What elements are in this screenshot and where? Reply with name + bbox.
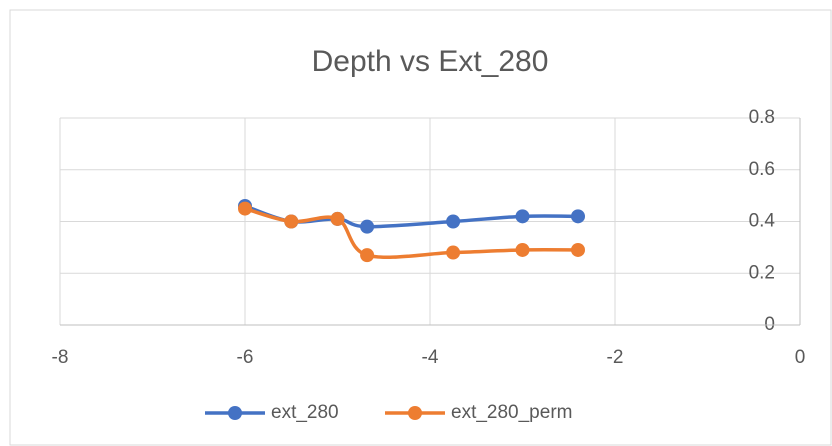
data-point: [360, 248, 375, 263]
x-tick-label: -4: [422, 347, 439, 368]
data-point: [284, 214, 299, 229]
y-tick-label: 0.4: [749, 211, 776, 232]
data-point: [571, 209, 585, 224]
data-point: [446, 245, 461, 260]
y-tick-label: 0.2: [749, 262, 775, 283]
y-tick-label: 0.8: [749, 107, 775, 128]
data-point: [515, 209, 530, 224]
x-tick-label: -2: [607, 347, 624, 368]
data-point: [360, 219, 375, 234]
data-point: [238, 201, 252, 216]
x-tick-label: -8: [52, 347, 69, 368]
data-point: [446, 214, 461, 229]
chart-title: Depth vs Ext_280: [312, 45, 549, 78]
data-point: [515, 242, 530, 257]
x-tick-label: -6: [237, 347, 254, 368]
legend-marker: [408, 406, 422, 420]
x-tick-label: 0: [795, 347, 806, 368]
data-point: [571, 242, 585, 257]
legend-label: ext_280_perm: [451, 402, 572, 423]
legend-label: ext_280: [271, 402, 339, 423]
legend-marker: [228, 406, 242, 420]
y-tick-label: 0.6: [749, 159, 775, 180]
chart-frame: [9, 9, 832, 446]
data-point: [330, 211, 345, 226]
